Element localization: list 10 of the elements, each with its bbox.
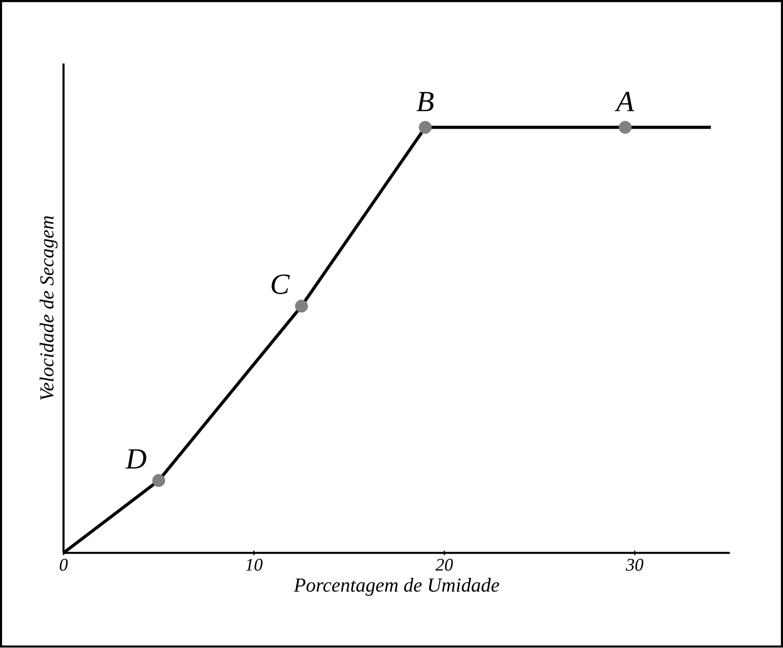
x-tick-label: 30 [626, 558, 644, 571]
annotation: A [614, 92, 634, 112]
annotation: B [416, 92, 434, 112]
x-tick-label: 10 [246, 558, 263, 571]
x-tick-label: 20 [435, 558, 453, 571]
y-axis-title: Velocidade de Secagem [40, 216, 58, 400]
annotation: C [272, 274, 290, 294]
x-tick-label: 0 [60, 558, 68, 571]
annotation: D [125, 450, 146, 469]
x-axis-title: Porcentagem de Umidade [294, 578, 500, 596]
